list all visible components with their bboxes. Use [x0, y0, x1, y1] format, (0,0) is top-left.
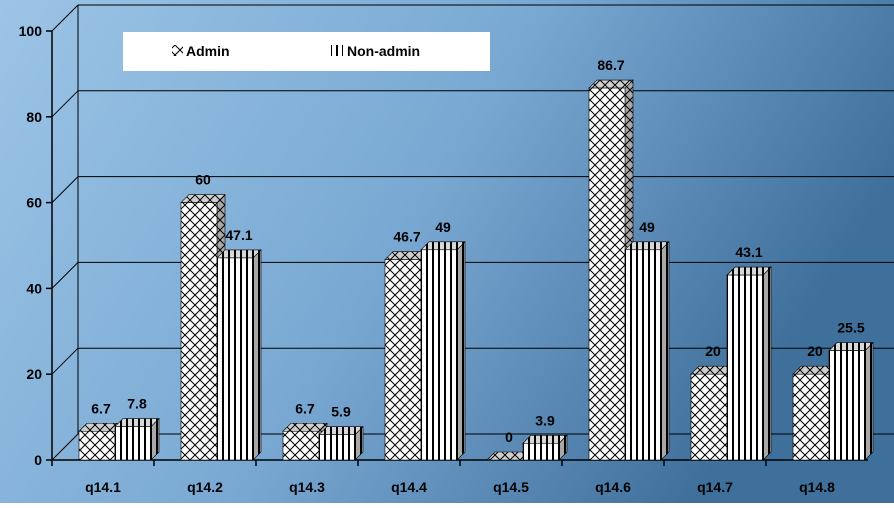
- data-label-admin-q14.3: 6.7: [295, 400, 315, 416]
- legend-box: [123, 32, 490, 71]
- gridline-depth-80: [51, 90, 79, 118]
- data-label-non-admin-q14.7: 43.1: [735, 244, 762, 260]
- bar-front: [318, 434, 356, 461]
- legend-swatch-non-admin: [331, 45, 343, 56]
- gridline-depth-20: [51, 347, 79, 375]
- y-tick-label-60: 60: [26, 195, 42, 211]
- data-label-admin-q14.5: 0: [505, 429, 513, 445]
- bar-front: [828, 350, 866, 461]
- gridline-depth-60: [51, 176, 79, 203]
- bar-front: [792, 373, 830, 461]
- bar-non-admin-q14.8: [828, 341, 874, 461]
- data-label-non-admin-q14.4: 49: [435, 219, 451, 235]
- bar-top: [588, 79, 634, 89]
- legend-label-admin: Admin: [186, 43, 230, 59]
- bar-front: [726, 274, 764, 461]
- data-label-admin-q14.4: 46.7: [393, 229, 420, 245]
- bar-non-admin-q14.1: [114, 417, 160, 461]
- bar-top: [624, 241, 670, 251]
- bar-top: [180, 194, 226, 203]
- gridline-depth-100: [51, 4, 79, 32]
- x-tick-label-q14.8: q14.8: [799, 479, 835, 495]
- bar-front: [522, 442, 560, 461]
- x-tick-labels: q14.1 q14.2 q14.3 q14.4 q14.5 q14.6 q14.7 q14.8: [85, 479, 835, 495]
- bar-non-admin-q14.6: [624, 241, 670, 461]
- y-tick-label-0: 0: [34, 452, 42, 468]
- data-label-non-admin-q14.5: 3.9: [535, 412, 555, 428]
- bar-side: [252, 249, 262, 461]
- bar-front: [420, 249, 458, 461]
- bar-non-admin-q14.5: [522, 434, 568, 461]
- gridline-depth-0: [51, 433, 79, 461]
- bar-non-admin-q14.7: [726, 266, 772, 461]
- data-label-non-admin-q14.8: 25.5: [837, 320, 864, 336]
- bar-top: [114, 418, 160, 427]
- bar-top: [282, 422, 328, 432]
- legend-label-non-admin: Non-admin: [347, 43, 420, 59]
- bar-front: [624, 249, 662, 461]
- bar-top: [318, 426, 364, 435]
- legend-swatch-admin: [172, 45, 183, 56]
- y-tick-label-40: 40: [26, 280, 42, 296]
- data-label-non-admin-q14.6: 49: [639, 219, 655, 235]
- x-tick-label-q14.1: q14.1: [85, 479, 121, 495]
- bar-non-admin-q14.2: [216, 249, 262, 461]
- y-tick-label-80: 80: [26, 109, 42, 125]
- x-tick-label-q14.3: q14.3: [289, 479, 325, 495]
- data-label-non-admin-q14.2: 47.1: [225, 227, 252, 243]
- bar-front: [588, 87, 626, 461]
- bar-top: [216, 249, 262, 259]
- data-label-admin-q14.8: 20: [807, 343, 823, 359]
- bar-front: [384, 259, 422, 461]
- bar-front: [180, 202, 218, 461]
- gridline-depth-40: [51, 262, 79, 289]
- legend: Admin Non-admin: [123, 32, 490, 71]
- y-tick-label-20: 20: [26, 366, 42, 382]
- bar-non-admin-q14.3: [318, 425, 364, 461]
- bar-front: [216, 257, 254, 461]
- data-label-admin-q14.6: 86.7: [597, 57, 624, 73]
- bar-front: [78, 430, 116, 461]
- data-label-non-admin-q14.1: 7.8: [127, 396, 147, 412]
- bar-top: [726, 266, 772, 276]
- data-label-non-admin-q14.3: 5.9: [331, 404, 351, 420]
- bar-top: [828, 342, 874, 351]
- bar-front: [282, 430, 320, 461]
- bar-front: [114, 426, 152, 461]
- x-tick-label-q14.2: q14.2: [187, 479, 223, 495]
- data-label-admin-q14.1: 6.7: [91, 400, 111, 416]
- bar-top: [522, 434, 568, 444]
- data-label-admin-q14.7: 20: [705, 343, 721, 359]
- x-tick-label-q14.7: q14.7: [697, 479, 733, 495]
- bar-front: [690, 373, 728, 461]
- y-tick-label-100: 100: [19, 23, 43, 39]
- bar-side: [456, 241, 466, 461]
- x-tick-label-q14.5: q14.5: [493, 479, 529, 495]
- bar-top: [420, 241, 466, 251]
- x-tick-label-q14.4: q14.4: [391, 479, 427, 495]
- data-labels: 6.7 7.8 60 47.1 6.7 5.9 46.7 49 0 3.9 86.7 49 20 43.1…: [91, 57, 865, 445]
- bar-side: [864, 341, 874, 461]
- data-label-admin-q14.2: 60: [195, 172, 211, 188]
- bars: [78, 79, 874, 461]
- bar-non-admin-q14.4: [420, 241, 466, 461]
- x-tick-label-q14.6: q14.6: [595, 479, 631, 495]
- y-tick-labels: 0 20 40 60 80 100: [19, 23, 43, 468]
- bar-side: [660, 241, 670, 461]
- bar-side: [762, 266, 772, 461]
